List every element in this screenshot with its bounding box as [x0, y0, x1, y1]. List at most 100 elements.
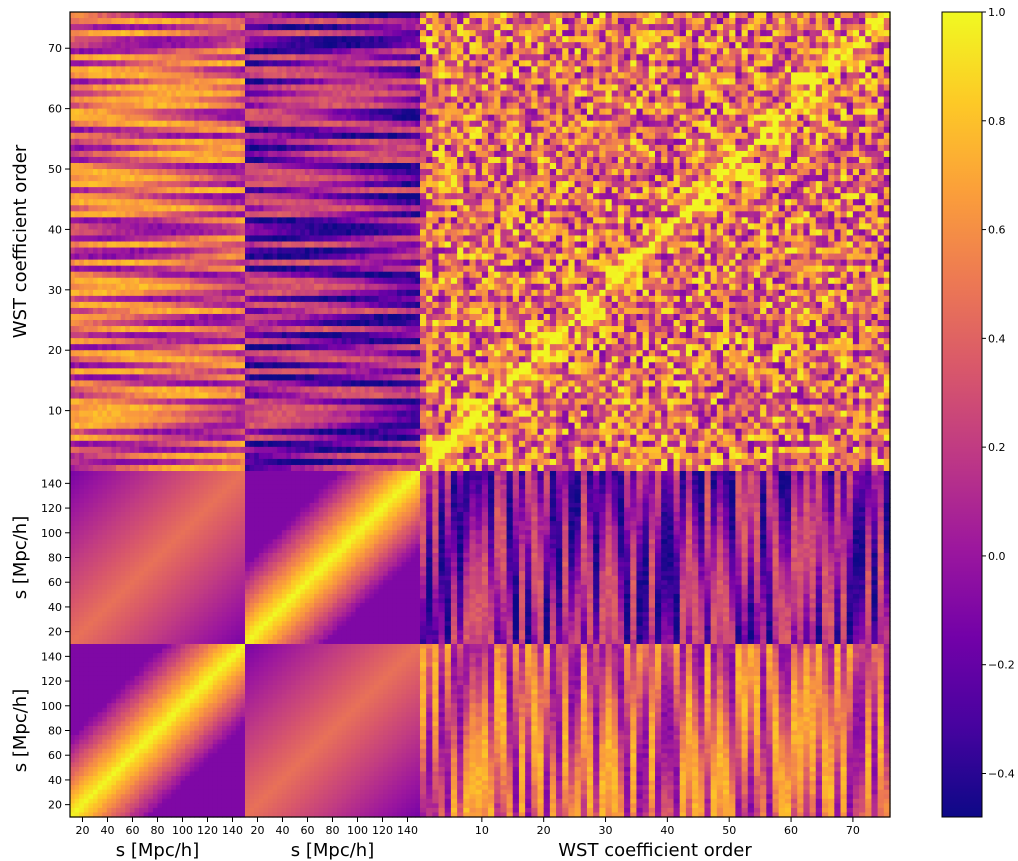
heatmap-cell [198, 534, 205, 540]
heatmap-cell [217, 12, 223, 19]
heatmap-cell [106, 356, 113, 363]
heatmap-cell [152, 350, 159, 357]
heatmap-cell [125, 350, 131, 357]
heatmap-cell [74, 241, 80, 249]
heatmap-cell [134, 271, 140, 279]
heatmap-cell [134, 621, 140, 627]
heatmap-cell [240, 90, 246, 98]
heatmap-cell [166, 589, 172, 595]
heatmap-cell [97, 725, 103, 732]
heatmap-cell [70, 235, 76, 243]
heatmap-cell [83, 798, 90, 804]
heatmap-cell [74, 313, 80, 321]
heatmap-cell [148, 108, 154, 116]
heatmap-cell [166, 217, 172, 224]
heatmap-cell [143, 283, 149, 291]
heatmap-cell [226, 235, 232, 243]
heatmap-cell [175, 295, 182, 303]
heatmap-cell [134, 422, 140, 430]
heatmap-cell [231, 96, 237, 104]
heatmap-cell [152, 593, 159, 600]
heatmap-cell [139, 507, 145, 513]
heatmap-cell [189, 498, 195, 504]
heatmap-cell [93, 739, 99, 745]
heatmap-cell [129, 593, 136, 600]
heatmap-cell [171, 187, 177, 194]
heatmap-cell [189, 471, 195, 477]
heatmap-cell [203, 150, 209, 158]
heatmap-cell [166, 18, 172, 25]
heatmap-cell [120, 54, 126, 61]
heatmap-cell [102, 525, 108, 531]
heatmap-cell [102, 584, 108, 590]
heatmap-cell [129, 217, 136, 224]
heatmap-cell [203, 548, 209, 554]
heatmap-cell [111, 428, 117, 436]
heatmap-cell [212, 36, 218, 43]
heatmap-cell [111, 739, 117, 745]
heatmap-cell [102, 671, 108, 677]
heatmap-cell [129, 271, 136, 279]
heatmap-cell [185, 277, 191, 285]
heatmap-cell [70, 108, 76, 116]
heatmap-cell [129, 612, 136, 618]
heatmap-cell [152, 502, 159, 509]
heatmap-cell [217, 471, 223, 477]
heatmap-cell [152, 422, 159, 430]
heatmap-cell [189, 571, 195, 577]
heatmap-cell [134, 766, 140, 773]
heatmap-cell [143, 671, 149, 677]
heatmap-cell [120, 789, 126, 795]
heatmap-cell [231, 422, 237, 430]
heatmap-cell [185, 205, 191, 212]
heatmap-cell [106, 162, 113, 170]
heatmap-cell [129, 625, 136, 631]
heatmap-cell [226, 575, 232, 581]
heatmap-cell [143, 557, 149, 563]
heatmap-cell [83, 475, 90, 481]
heatmap-cell [212, 502, 218, 509]
heatmap-cell [208, 247, 214, 255]
heatmap-cell [79, 205, 85, 212]
heatmap-cell [93, 735, 99, 741]
heatmap-cell [97, 181, 103, 188]
heatmap-cell [74, 812, 80, 818]
heatmap-cell [157, 484, 163, 490]
heatmap-cell [240, 108, 246, 116]
heatmap-cell [93, 744, 99, 750]
heatmap-cell [88, 66, 94, 73]
heatmap-cell [148, 175, 154, 182]
heatmap-cell [152, 150, 159, 158]
heatmap-cell [221, 493, 228, 499]
heatmap-cell [208, 507, 214, 513]
heatmap-cell [217, 193, 223, 200]
heatmap-cell [97, 464, 103, 472]
heatmap-cell [134, 72, 140, 80]
heatmap-cell [148, 398, 154, 406]
heatmap-cell [171, 493, 177, 499]
heatmap-cell [139, 603, 145, 609]
heatmap-cell [120, 84, 126, 92]
heatmap-cell [116, 639, 122, 645]
heatmap-cell [212, 30, 218, 37]
heatmap-cell [116, 241, 122, 249]
heatmap-cell [212, 543, 218, 549]
heatmap-cell [88, 698, 94, 704]
heatmap-cell [185, 259, 191, 267]
heatmap-cell [171, 374, 177, 382]
heatmap-cell [189, 575, 195, 581]
heatmap-cell [208, 480, 214, 486]
heatmap-cell [139, 694, 145, 700]
heatmap-cell [111, 320, 117, 327]
heatmap-cell [120, 398, 126, 406]
heatmap-cell [175, 416, 182, 424]
heatmap-cell [221, 489, 228, 495]
heatmap-cell [171, 30, 177, 37]
heatmap-cell [194, 12, 200, 19]
heatmap-cell [93, 571, 99, 577]
heatmap-cell [162, 132, 168, 140]
heatmap-cell [125, 452, 131, 460]
heatmap-cell [185, 84, 191, 92]
heatmap-cell [212, 480, 218, 486]
heatmap-cell [70, 507, 76, 513]
